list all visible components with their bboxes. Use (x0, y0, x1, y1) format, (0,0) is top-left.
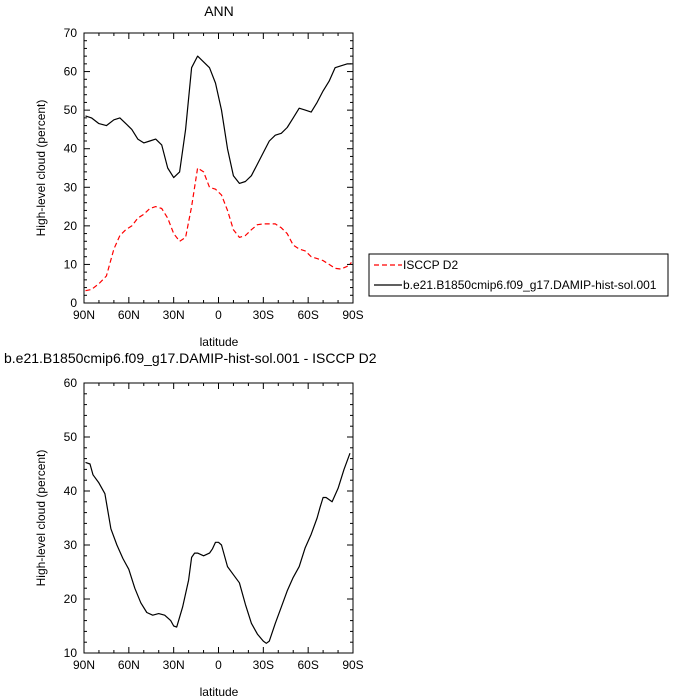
series-line-isccp-d2 (85, 167, 352, 292)
x-axis-label: latitude (200, 335, 239, 349)
y-tick-label: 20 (64, 219, 78, 233)
legend-label-isccp: ISCCP D2 (403, 258, 458, 272)
x-tick-label: 30N (163, 658, 185, 672)
y-tick-label: 10 (64, 257, 78, 271)
y-tick-label: 20 (64, 592, 78, 606)
y-tick-label: 60 (64, 65, 78, 79)
y-tick-label: 60 (64, 376, 78, 390)
y-tick-label: 40 (64, 142, 78, 156)
series-group (85, 55, 352, 292)
y-tick-label: 30 (64, 180, 78, 194)
x-tick-label: 60N (118, 308, 140, 322)
y-tick-label: 50 (64, 430, 78, 444)
x-tick-label: 0 (215, 308, 222, 322)
y-axis-label: High-level cloud (percent) (34, 450, 48, 587)
x-tick-label: 90N (73, 308, 95, 322)
x-tick-label: 30S (253, 658, 274, 672)
chart-title: ANN (204, 3, 234, 19)
series-line-difference (85, 452, 351, 644)
legend-box (368, 253, 669, 297)
tick-group: 90N 60N 30N 0 30S 60S 90S 0 10 20 30 40 50 60 70 (64, 26, 364, 322)
plot-frame (83, 32, 354, 304)
x-tick-label: 60S (297, 308, 318, 322)
x-tick-label: 90N (73, 658, 95, 672)
y-axis-label: High-level cloud (percent) (34, 100, 48, 237)
tick-group: 90N 60N 30N 0 30S 60S 90S 10 20 30 40 50 60 (64, 376, 364, 672)
legend: ISCCP D2 b.e21.B1850cmip6.f09_g17.DAMIP-… (368, 253, 669, 297)
x-tick-label: 60S (297, 658, 318, 672)
y-tick-label: 40 (64, 484, 78, 498)
top-chart-panel: ANN High-level cloud (percent) latitude … (34, 3, 364, 349)
x-axis-label: latitude (200, 685, 239, 699)
series-group (85, 452, 351, 644)
y-tick-label: 10 (64, 646, 78, 660)
x-tick-label: 30S (253, 308, 274, 322)
x-tick-label: 0 (215, 658, 222, 672)
y-tick-label: 50 (64, 103, 78, 117)
y-tick-label: 0 (70, 296, 77, 310)
legend-label-model: b.e21.B1850cmip6.f09_g17.DAMIP-hist-sol.… (403, 278, 657, 292)
x-tick-label: 30N (163, 308, 185, 322)
y-tick-label: 70 (64, 26, 78, 40)
x-tick-label: 90S (342, 308, 363, 322)
chart-title: b.e21.B1850cmip6.f09_g17.DAMIP-hist-sol.… (4, 350, 377, 366)
x-tick-label: 90S (342, 658, 363, 672)
plot-frame (83, 382, 354, 654)
bottom-chart-panel: b.e21.B1850cmip6.f09_g17.DAMIP-hist-sol.… (4, 350, 377, 699)
y-tick-label: 30 (64, 538, 78, 552)
x-tick-label: 60N (118, 658, 140, 672)
series-line-model (85, 55, 352, 184)
